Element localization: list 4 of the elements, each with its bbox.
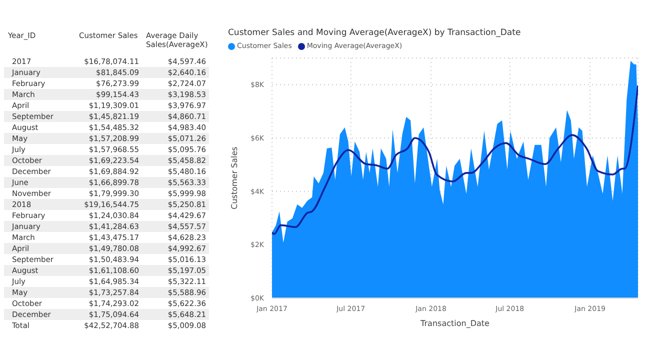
x-axis-title: Transaction_Date [420,319,490,328]
line-series [272,84,638,235]
chart-title: Customer Sales and Moving Average(AverageX) by Transaction_Date [228,28,522,38]
y-axis-title: Customer Sales [230,146,239,210]
